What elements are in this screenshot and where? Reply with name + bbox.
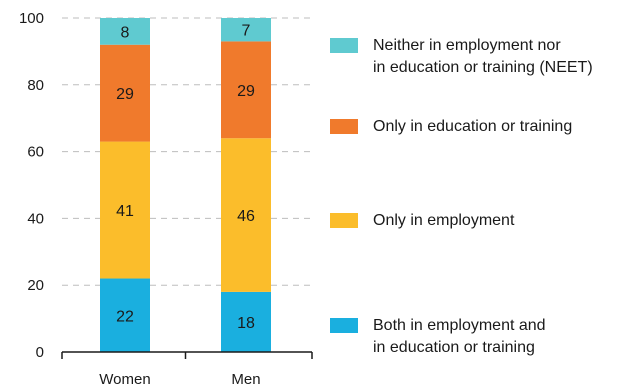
data-label: 41 [116,203,134,220]
x-axis: Women Men [61,351,313,388]
bar-segment [100,278,150,352]
bar-segment [221,18,271,42]
bar-segment [100,141,150,279]
legend-swatch [330,38,358,53]
x-tick-label: Women [99,371,150,388]
legend-label: Both in employment and [373,317,546,334]
legend-label: in education or training (NEET) [373,59,593,76]
data-label: 46 [237,208,255,225]
legend-swatch [330,318,358,333]
bar-segment [100,18,150,45]
y-axis: 0 20 40 60 80 100 [19,10,44,361]
y-tick-label: 0 [36,344,44,361]
data-label: 29 [116,86,134,103]
data-label: 7 [242,23,251,40]
legend-label: Neither in employment nor [373,37,561,54]
y-tick-label: 20 [27,277,44,294]
bars: 22 41 29 8 18 46 29 7 [100,18,271,352]
data-label: 18 [237,315,255,332]
legend-label: in education or training [373,339,535,356]
y-tick-label: 60 [27,144,44,161]
bar-segment [100,44,150,142]
legend-label: Only in employment [373,212,515,229]
data-label: 29 [237,83,255,100]
data-label: 8 [121,24,130,41]
y-tick-label: 80 [27,77,44,94]
y-tick-label: 100 [19,10,44,27]
gridlines [62,17,312,286]
bar-segment [221,138,271,292]
legend-label: Only in education or training [373,118,572,135]
x-tick-label: Men [231,371,260,388]
y-tick-label: 40 [27,210,44,227]
legend-swatch [330,119,358,134]
bar-segment [221,291,271,352]
legend: Neither in employment nor in education or… [330,37,593,356]
legend-swatch [330,213,358,228]
data-label: 22 [116,308,134,325]
bar-segment [221,41,271,139]
